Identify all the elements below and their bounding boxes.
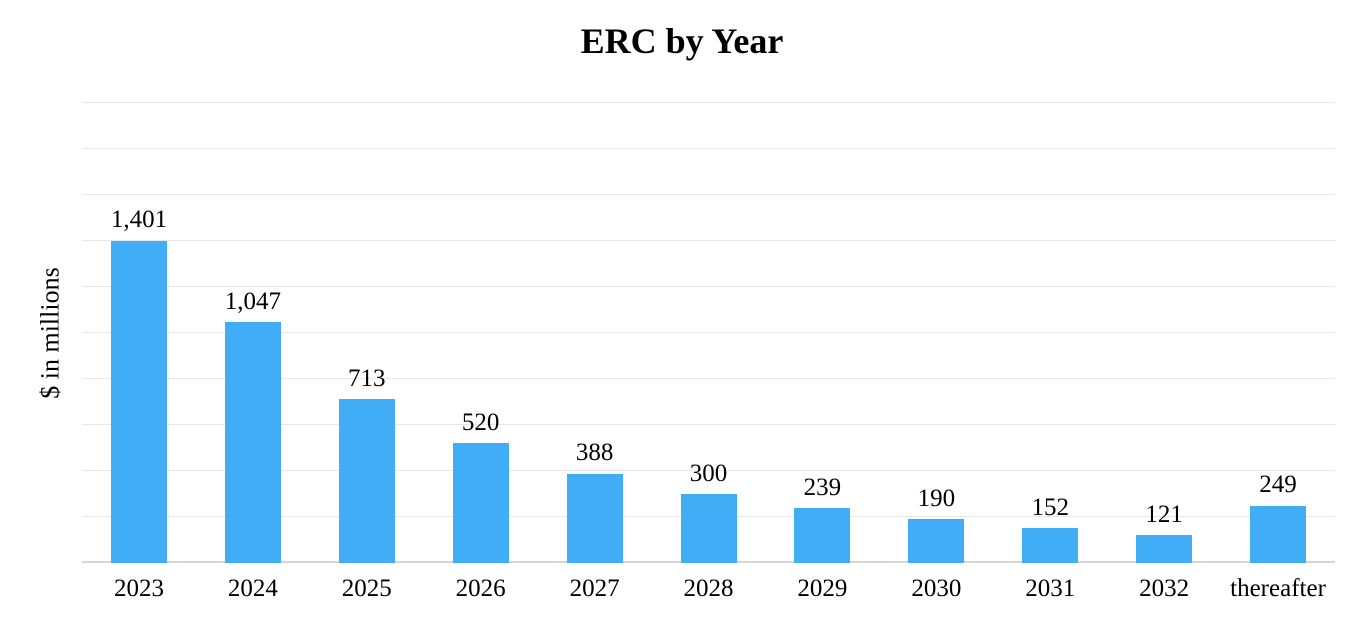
x-axis-label-2024: 2024 bbox=[227, 575, 278, 602]
x-axis-label-2023: 2023 bbox=[113, 575, 164, 602]
plot-area: 1,401 2023 1,047 2024 713 2025 520 2026 388 2027 3… bbox=[82, 102, 1335, 602]
bar-2023 bbox=[110, 240, 167, 563]
bar-value-label-2028: 300 bbox=[689, 459, 728, 487]
bar-value-label-2026: 520 bbox=[461, 408, 500, 436]
bar-value-label-2031: 152 bbox=[1031, 493, 1069, 521]
bar-2027 bbox=[566, 473, 623, 563]
bar-value-label-2023: 1,401 bbox=[110, 206, 168, 234]
bar-value-label-2025: 713 bbox=[348, 364, 386, 392]
x-axis-label-2026: 2026 bbox=[455, 575, 506, 602]
gridline bbox=[82, 332, 1335, 333]
gridline bbox=[82, 424, 1335, 425]
gridline bbox=[82, 378, 1335, 379]
y-axis-label-container: $ in millions bbox=[22, 103, 80, 563]
y-axis-label: $ in millions bbox=[36, 267, 65, 399]
x-axis-label-2027: 2027 bbox=[569, 575, 620, 602]
gridline bbox=[82, 102, 1335, 103]
gridline bbox=[82, 470, 1335, 471]
bar-value-label-2032: 121 bbox=[1145, 500, 1183, 528]
gridline bbox=[82, 148, 1335, 149]
gridline bbox=[82, 240, 1335, 241]
bar-2024 bbox=[224, 322, 281, 563]
bar-value-label-2030: 190 bbox=[917, 484, 956, 512]
bar-2029 bbox=[794, 508, 851, 563]
bar-value-label-thereafter: 249 bbox=[1259, 471, 1297, 499]
gridline bbox=[82, 194, 1335, 195]
x-axis-label-2028: 2028 bbox=[683, 575, 734, 602]
bar-2032 bbox=[1136, 535, 1193, 563]
x-axis-label-2025: 2025 bbox=[341, 575, 392, 602]
x-axis-label-2031: 2031 bbox=[1025, 575, 1076, 602]
x-axis-label-thereafter: thereafter bbox=[1230, 575, 1326, 602]
x-axis-label-2032: 2032 bbox=[1139, 575, 1190, 602]
x-axis-label-2030: 2030 bbox=[911, 575, 962, 602]
bar-2031 bbox=[1022, 528, 1079, 563]
gridline bbox=[82, 286, 1335, 287]
bar-value-label-2029: 239 bbox=[803, 473, 842, 501]
bar-2028 bbox=[680, 494, 737, 563]
bar-2030 bbox=[908, 519, 965, 563]
bar-value-label-2027: 388 bbox=[575, 439, 614, 467]
x-axis-label-2029: 2029 bbox=[797, 575, 848, 602]
bar-2025 bbox=[338, 399, 395, 563]
bar-value-label-2024: 1,047 bbox=[224, 287, 281, 315]
bar-2026 bbox=[452, 443, 509, 563]
bar-thereafter bbox=[1250, 505, 1307, 563]
chart-title: ERC by Year bbox=[580, 21, 784, 61]
